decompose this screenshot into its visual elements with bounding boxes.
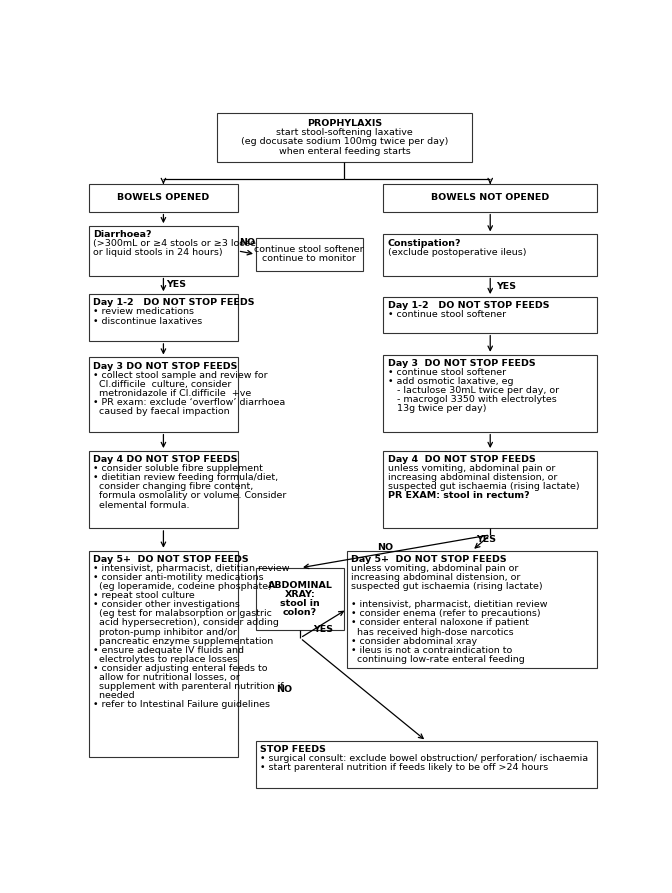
Text: continue to monitor: continue to monitor [262, 255, 356, 263]
FancyBboxPatch shape [89, 357, 238, 431]
Text: • consider anti-motility medications: • consider anti-motility medications [93, 573, 264, 582]
Text: (eg loperamide, codeine phosphate): (eg loperamide, codeine phosphate) [93, 582, 272, 591]
Text: when enteral feeding starts: when enteral feeding starts [278, 146, 411, 155]
Text: • continue stool softener: • continue stool softener [388, 368, 506, 377]
Text: • intensivist, pharmacist, dietitian review: • intensivist, pharmacist, dietitian rev… [351, 600, 548, 609]
Text: Day 5+  DO NOT STOP FEEDS: Day 5+ DO NOT STOP FEEDS [93, 555, 249, 563]
Text: Day 3  DO NOT STOP FEEDS: Day 3 DO NOT STOP FEEDS [388, 359, 536, 368]
Text: • collect stool sample and review for: • collect stool sample and review for [93, 371, 268, 380]
Text: continue stool softener: continue stool softener [255, 246, 364, 255]
Text: • review medications: • review medications [93, 307, 194, 316]
Text: • ileus is not a contraindication to: • ileus is not a contraindication to [351, 646, 513, 655]
Text: STOP FEEDS: STOP FEEDS [260, 746, 326, 755]
Text: - macrogol 3350 with electrolytes: - macrogol 3350 with electrolytes [388, 396, 556, 405]
Text: acid hypersecretion), consider adding: acid hypersecretion), consider adding [93, 619, 280, 628]
Text: • add osmotic laxative, eg: • add osmotic laxative, eg [388, 377, 513, 386]
Text: PROPHYLAXIS: PROPHYLAXIS [307, 120, 382, 129]
Text: PR EXAM: stool in rectum?: PR EXAM: stool in rectum? [388, 491, 530, 500]
Text: consider changing fibre content,: consider changing fibre content, [93, 482, 253, 491]
Text: caused by faecal impaction: caused by faecal impaction [93, 407, 230, 416]
Text: BOWELS NOT OPENED: BOWELS NOT OPENED [431, 194, 549, 203]
Text: (eg docusate sodium 100mg twice per day): (eg docusate sodium 100mg twice per day) [241, 138, 448, 146]
FancyBboxPatch shape [384, 184, 597, 212]
Text: • PR exam: exclude ‘overflow’ diarrhoea: • PR exam: exclude ‘overflow’ diarrhoea [93, 398, 286, 407]
Text: - lactulose 30mL twice per day, or: - lactulose 30mL twice per day, or [388, 386, 558, 395]
Text: • consider adjusting enteral feeds to: • consider adjusting enteral feeds to [93, 663, 268, 673]
Text: • surgical consult: exclude bowel obstruction/ perforation/ ischaemia: • surgical consult: exclude bowel obstru… [260, 755, 588, 764]
Text: • ensure adequate IV fluids and: • ensure adequate IV fluids and [93, 646, 245, 655]
Text: • consider enteral naloxone if patient: • consider enteral naloxone if patient [351, 619, 529, 628]
Text: unless vomiting, abdominal pain or: unless vomiting, abdominal pain or [351, 564, 519, 573]
Text: YES: YES [496, 282, 516, 291]
Text: needed: needed [93, 691, 135, 700]
Text: NO: NO [276, 685, 292, 694]
Text: • dietitian review feeding formula/diet,: • dietitian review feeding formula/diet, [93, 473, 278, 482]
FancyBboxPatch shape [256, 238, 363, 271]
Text: increasing abdominal distension, or: increasing abdominal distension, or [388, 473, 557, 482]
Text: • consider soluble fibre supplement: • consider soluble fibre supplement [93, 464, 263, 473]
Text: (>300mL or ≥4 stools or ≥3 loose: (>300mL or ≥4 stools or ≥3 loose [93, 239, 256, 248]
FancyBboxPatch shape [89, 551, 238, 757]
FancyBboxPatch shape [384, 355, 597, 431]
Text: supplement with parenteral nutrition if: supplement with parenteral nutrition if [93, 682, 284, 691]
Text: XRAY:: XRAY: [285, 589, 316, 598]
Text: Day 5+  DO NOT STOP FEEDS: Day 5+ DO NOT STOP FEEDS [351, 555, 507, 563]
Text: start stool-softening laxative: start stool-softening laxative [276, 129, 413, 138]
Text: continuing low-rate enteral feeding: continuing low-rate enteral feeding [351, 655, 525, 663]
FancyBboxPatch shape [384, 297, 597, 333]
Text: YES: YES [167, 280, 186, 289]
Text: unless vomiting, abdominal pain or: unless vomiting, abdominal pain or [388, 464, 555, 473]
Text: Day 4  DO NOT STOP FEEDS: Day 4 DO NOT STOP FEEDS [388, 455, 536, 464]
Text: • repeat stool culture: • repeat stool culture [93, 591, 195, 600]
Text: proton-pump inhibitor and/or: proton-pump inhibitor and/or [93, 628, 237, 637]
Text: has received high-dose narcotics: has received high-dose narcotics [351, 628, 514, 637]
FancyBboxPatch shape [384, 451, 597, 528]
Text: stool in: stool in [280, 599, 320, 608]
Text: Cl.difficile  culture, consider: Cl.difficile culture, consider [93, 380, 232, 388]
Text: elemental formula.: elemental formula. [93, 501, 190, 510]
Text: Day 1-2   DO NOT STOP FEEDS: Day 1-2 DO NOT STOP FEEDS [388, 301, 549, 310]
Text: (exclude postoperative ileus): (exclude postoperative ileus) [388, 247, 526, 256]
Text: or liquid stools in 24 hours): or liquid stools in 24 hours) [93, 248, 223, 257]
Text: • continue stool softener: • continue stool softener [388, 310, 506, 319]
FancyBboxPatch shape [256, 568, 345, 630]
Text: ABDOMINAL: ABDOMINAL [267, 580, 333, 589]
Text: suspected gut ischaemia (rising lactate): suspected gut ischaemia (rising lactate) [351, 582, 543, 591]
Text: Day 1-2   DO NOT STOP FEEDS: Day 1-2 DO NOT STOP FEEDS [93, 298, 255, 307]
Text: NO: NO [239, 238, 255, 247]
Text: 13g twice per day): 13g twice per day) [388, 405, 486, 413]
Text: Constipation?: Constipation? [388, 238, 461, 247]
Text: formula osmolality or volume. Consider: formula osmolality or volume. Consider [93, 491, 287, 500]
Text: allow for nutritional losses, or: allow for nutritional losses, or [93, 673, 240, 682]
Text: colon?: colon? [283, 608, 317, 617]
Text: YES: YES [314, 625, 333, 634]
Text: BOWELS OPENED: BOWELS OPENED [118, 194, 210, 203]
FancyBboxPatch shape [217, 113, 472, 163]
Text: • start parenteral nutrition if feeds likely to be off >24 hours: • start parenteral nutrition if feeds li… [260, 764, 548, 772]
Text: increasing abdominal distension, or: increasing abdominal distension, or [351, 573, 521, 582]
Text: (eg test for malabsorption or gastric: (eg test for malabsorption or gastric [93, 609, 272, 618]
Text: electrolytes to replace losses: electrolytes to replace losses [93, 655, 238, 663]
Text: Day 4 DO NOT STOP FEEDS: Day 4 DO NOT STOP FEEDS [93, 455, 238, 464]
Text: • consider other investigations: • consider other investigations [93, 600, 241, 609]
FancyBboxPatch shape [347, 551, 597, 668]
Text: • refer to Intestinal Failure guidelines: • refer to Intestinal Failure guidelines [93, 700, 270, 709]
Text: pancreatic enzyme supplementation: pancreatic enzyme supplementation [93, 637, 274, 646]
Text: • consider abdominal xray: • consider abdominal xray [351, 637, 477, 646]
FancyBboxPatch shape [89, 294, 238, 341]
Text: NO: NO [377, 544, 393, 553]
FancyBboxPatch shape [384, 234, 597, 276]
FancyBboxPatch shape [89, 451, 238, 528]
FancyBboxPatch shape [89, 226, 238, 276]
Text: • consider enema (refer to precautions): • consider enema (refer to precautions) [351, 609, 541, 618]
Text: • discontinue laxatives: • discontinue laxatives [93, 316, 203, 326]
Text: suspected gut ischaemia (rising lactate): suspected gut ischaemia (rising lactate) [388, 482, 579, 491]
Text: Day 3 DO NOT STOP FEEDS: Day 3 DO NOT STOP FEEDS [93, 362, 238, 371]
Text: YES: YES [476, 535, 497, 544]
Text: metronidazole if Cl.difficile  +ve: metronidazole if Cl.difficile +ve [93, 388, 251, 398]
FancyBboxPatch shape [89, 184, 238, 212]
Text: Diarrhoea?: Diarrhoea? [93, 230, 152, 239]
Text: • intensivist, pharmacist, dietitian review: • intensivist, pharmacist, dietitian rev… [93, 564, 290, 573]
FancyBboxPatch shape [256, 741, 597, 788]
